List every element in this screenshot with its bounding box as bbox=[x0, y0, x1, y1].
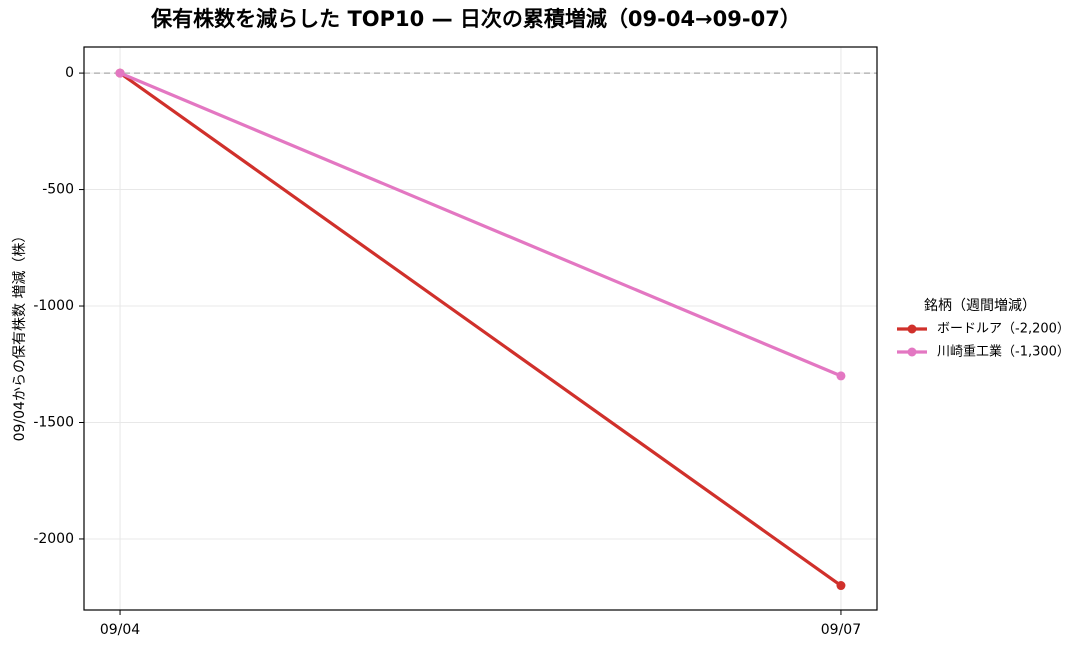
x-tick-label: 09/07 bbox=[821, 622, 861, 638]
x-tick-label: 09/04 bbox=[100, 622, 140, 638]
y-axis-label: 09/04からの保有株数 増減（株） bbox=[11, 229, 28, 442]
plot-frame bbox=[83, 46, 878, 611]
y-tick-label: -2000 bbox=[33, 531, 74, 547]
legend-marker bbox=[907, 324, 917, 334]
series-line bbox=[119, 71, 842, 587]
legend-label: 川崎重工業（-1,300） bbox=[937, 344, 1070, 360]
legend-marker bbox=[907, 347, 917, 357]
point bbox=[115, 68, 125, 78]
y-tick-label: -500 bbox=[42, 182, 74, 198]
legend-title: 銘柄（週間増減） bbox=[924, 297, 1036, 314]
chart-title: 保有株数を減らした TOP10 — 日次の累積増減（09-04→09-07） bbox=[150, 7, 801, 31]
y-tick-label: -1000 bbox=[33, 298, 74, 314]
legend-label: ボードルア（-2,200） bbox=[937, 322, 1070, 337]
y-tick-label: 0 bbox=[65, 65, 74, 81]
point bbox=[836, 371, 846, 381]
y-tick-label: -1500 bbox=[33, 414, 74, 430]
series-line bbox=[119, 71, 842, 378]
point bbox=[836, 581, 846, 591]
